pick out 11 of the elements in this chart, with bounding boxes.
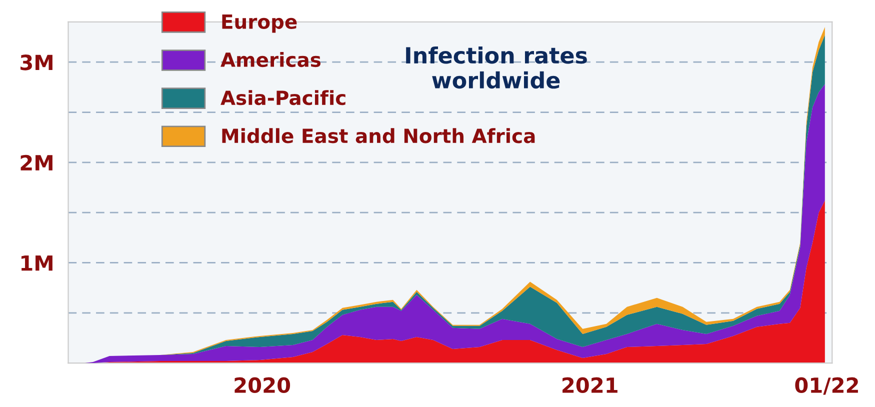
legend-label: Americas xyxy=(220,52,321,68)
y-tick-label: 2M xyxy=(20,154,52,170)
text: Infection rates worldwide xyxy=(406,46,587,89)
legend-label: Middle East and North Africa xyxy=(222,128,535,144)
y-tick-label: 1M xyxy=(21,255,52,271)
legend-label: Asia-Pacific xyxy=(220,90,346,106)
y-tick-label: 3M xyxy=(20,54,52,70)
x-tick-label: 01/22 xyxy=(795,377,858,395)
x-tick-label: 2021 xyxy=(562,377,618,394)
x-tick-label: 2020 xyxy=(234,377,290,394)
legend-label: Europe xyxy=(222,14,297,33)
